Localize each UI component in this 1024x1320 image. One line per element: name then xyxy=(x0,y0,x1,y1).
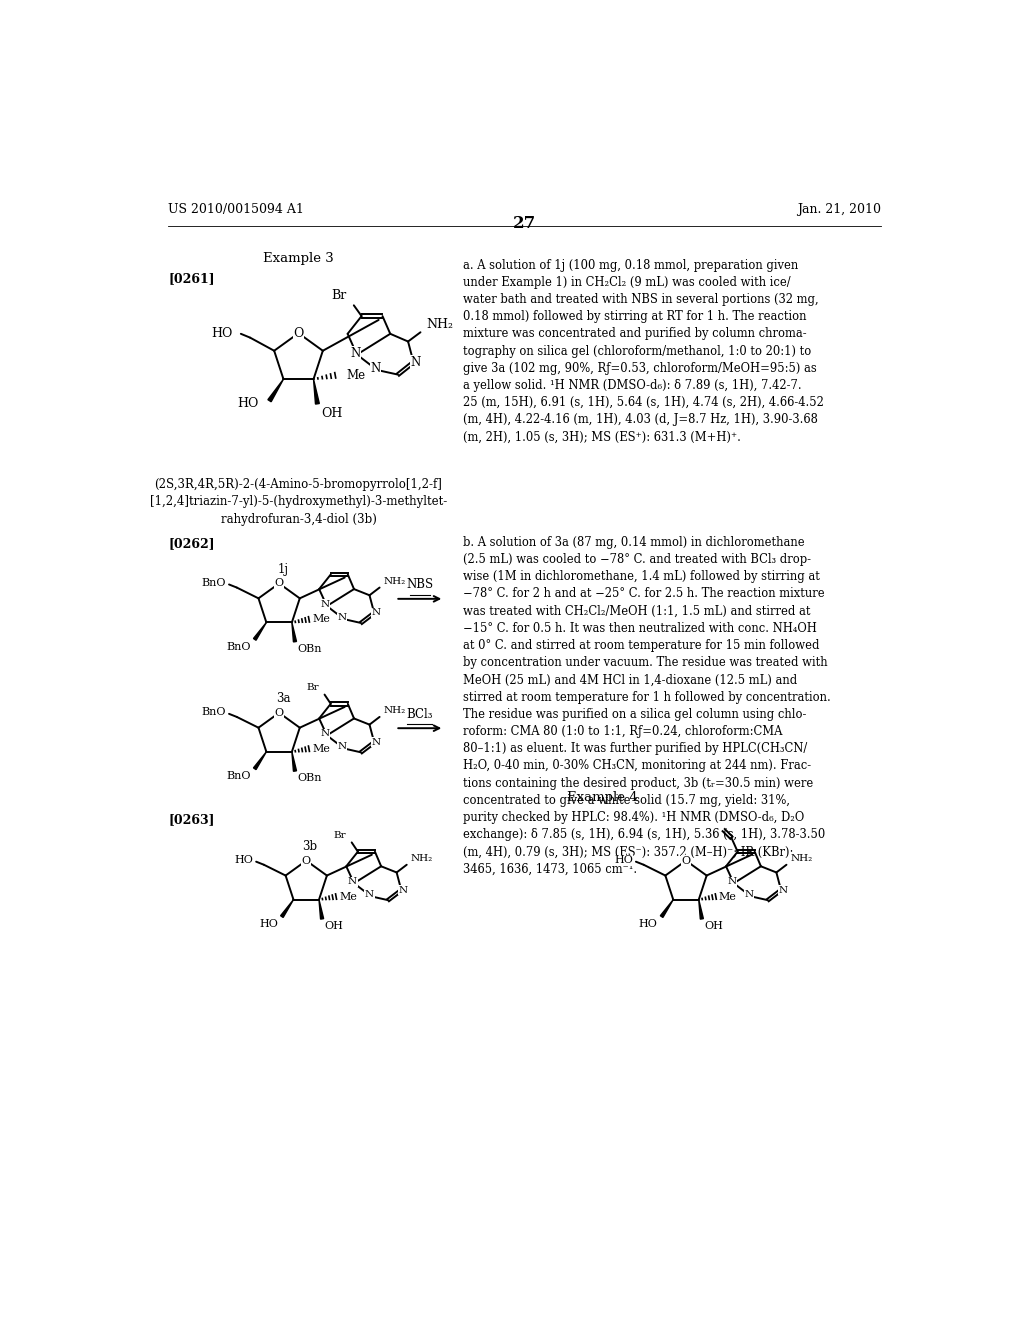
Text: HO: HO xyxy=(614,855,633,865)
Text: OBn: OBn xyxy=(297,644,322,653)
Text: N: N xyxy=(728,878,737,886)
Polygon shape xyxy=(268,379,284,401)
Text: US 2010/0015094 A1: US 2010/0015094 A1 xyxy=(168,203,304,216)
Text: OH: OH xyxy=(322,407,343,420)
Text: Me: Me xyxy=(346,368,366,381)
Text: Example 3: Example 3 xyxy=(263,252,334,265)
Text: N: N xyxy=(778,886,787,895)
Text: HO: HO xyxy=(234,855,253,865)
Text: 1j: 1j xyxy=(278,562,289,576)
Text: NH₂: NH₂ xyxy=(411,854,433,863)
Text: [0262]: [0262] xyxy=(168,537,215,550)
Text: N: N xyxy=(744,890,754,899)
Text: N: N xyxy=(411,356,421,368)
Text: HO: HO xyxy=(238,396,259,409)
Text: N: N xyxy=(321,601,330,609)
Text: O: O xyxy=(274,578,284,589)
Text: Me: Me xyxy=(339,891,357,902)
Text: [0261]: [0261] xyxy=(168,272,215,285)
Text: BCl₃: BCl₃ xyxy=(407,708,433,721)
Text: Br: Br xyxy=(306,684,319,692)
Polygon shape xyxy=(698,900,703,919)
Polygon shape xyxy=(660,900,673,917)
Polygon shape xyxy=(319,900,324,919)
Text: N: N xyxy=(371,609,380,618)
Text: Jan. 21, 2010: Jan. 21, 2010 xyxy=(798,203,882,216)
Text: NH₂: NH₂ xyxy=(427,318,454,331)
Text: NH₂: NH₂ xyxy=(383,577,406,586)
Text: O: O xyxy=(302,855,311,866)
Text: OH: OH xyxy=(705,921,723,931)
Text: O: O xyxy=(274,708,284,718)
Polygon shape xyxy=(281,900,294,917)
Text: NH₂: NH₂ xyxy=(791,854,813,863)
Polygon shape xyxy=(254,752,266,770)
Text: a. A solution of 1j (100 mg, 0.18 mmol, preparation given
under Example 1) in CH: a. A solution of 1j (100 mg, 0.18 mmol, … xyxy=(463,259,823,444)
Text: Me: Me xyxy=(312,743,330,754)
Text: 3b: 3b xyxy=(302,840,317,853)
Text: N: N xyxy=(350,347,360,359)
Text: b. A solution of 3a (87 mg, 0.14 mmol) in dichloromethane
(2.5 mL) was cooled to: b. A solution of 3a (87 mg, 0.14 mmol) i… xyxy=(463,536,830,875)
Text: 3a: 3a xyxy=(275,692,290,705)
Polygon shape xyxy=(313,379,319,404)
Text: N: N xyxy=(371,362,381,375)
Text: NBS: NBS xyxy=(407,578,433,591)
Text: N: N xyxy=(348,878,357,886)
Text: BnO: BnO xyxy=(202,708,226,717)
Text: N: N xyxy=(371,738,380,747)
Text: (2S,3R,4R,5R)-2-(4-Amino-5-bromopyrrolo[1,2-f]
[1,2,4]triazin-7-yl)-5-(hydroxyme: (2S,3R,4R,5R)-2-(4-Amino-5-bromopyrrolo[… xyxy=(150,478,447,525)
Polygon shape xyxy=(292,623,297,642)
Text: NH₂: NH₂ xyxy=(383,706,406,715)
Text: N: N xyxy=(365,890,374,899)
Text: BnO: BnO xyxy=(202,578,226,587)
Text: [0263]: [0263] xyxy=(168,813,215,826)
Text: HO: HO xyxy=(259,919,278,929)
Text: N: N xyxy=(338,742,347,751)
Text: HO: HO xyxy=(639,919,657,929)
Text: BnO: BnO xyxy=(226,771,251,781)
Text: N: N xyxy=(398,886,408,895)
Text: Br: Br xyxy=(331,289,346,302)
Text: HO: HO xyxy=(212,327,233,341)
Text: OBn: OBn xyxy=(297,774,322,783)
Text: O: O xyxy=(293,326,304,339)
Polygon shape xyxy=(254,623,266,640)
Text: BnO: BnO xyxy=(226,642,251,652)
Text: Me: Me xyxy=(719,891,737,902)
Text: OH: OH xyxy=(325,921,343,931)
Text: O: O xyxy=(681,855,690,866)
Text: 27: 27 xyxy=(513,215,537,231)
Text: N: N xyxy=(321,730,330,738)
Text: Example 4: Example 4 xyxy=(567,792,638,804)
Text: Me: Me xyxy=(312,614,330,624)
Text: N: N xyxy=(338,612,347,622)
Polygon shape xyxy=(292,752,297,771)
Text: Br: Br xyxy=(334,832,346,840)
